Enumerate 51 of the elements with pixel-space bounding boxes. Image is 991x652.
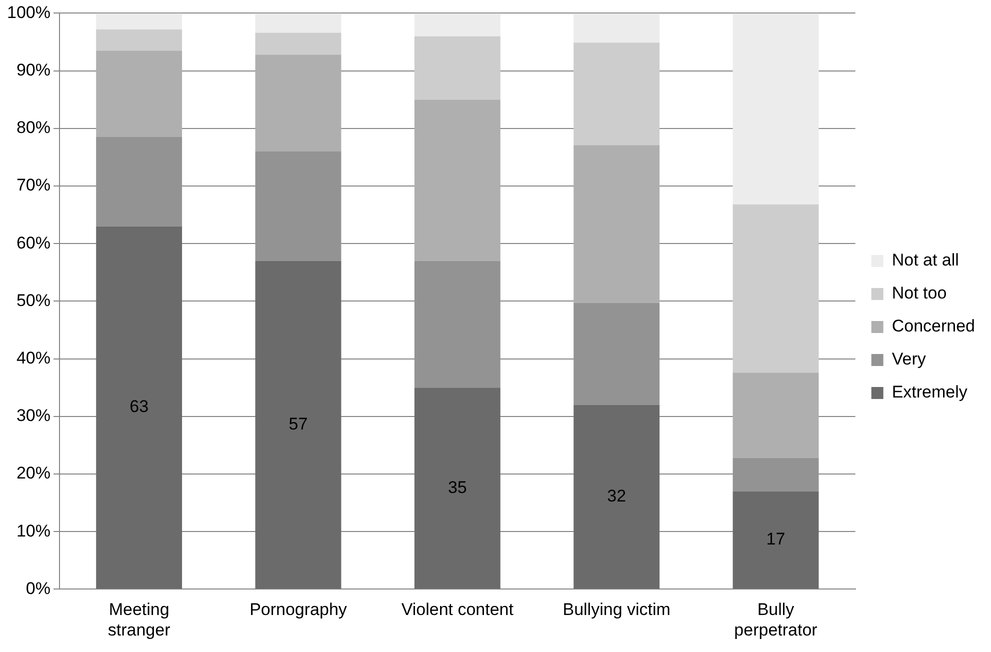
bar [732,491,819,589]
bar [96,137,182,226]
bar [96,29,182,51]
x-tick-label: Bully perpetrator [734,600,818,640]
legend-label: Very [892,350,926,369]
bar [255,260,342,589]
bar [732,204,819,373]
legend-label: Not too [892,284,947,303]
y-tick-label: 50% [16,290,50,310]
data-label: 63 [130,397,149,416]
bar [414,36,500,100]
legend-label: Concerned [892,316,976,336]
bar [574,13,660,43]
data-label: 32 [607,486,626,506]
y-tick-label: 70% [16,176,50,195]
bar [414,388,500,589]
y-tick-label: 0% [26,578,50,598]
bar [414,13,500,36]
data-label: 17 [766,530,786,549]
x-tick-label: Pornography [250,600,348,620]
x-tick-label: Bullying victim [562,600,670,620]
data-label: 35 [448,478,467,497]
bar [732,372,819,458]
y-tick-label: 100% [6,2,50,22]
bar [574,404,660,589]
data-label: 57 [288,414,308,434]
bar [414,260,500,388]
bar [255,32,342,55]
bar [414,100,500,261]
y-tick-label: 30% [16,406,50,426]
bar [574,145,660,303]
y-tick-label: 60% [16,233,50,252]
x-tick-label: Violent content [401,600,514,620]
bar [96,226,182,589]
x-tick-label: Meeting stranger [108,600,171,640]
y-tick-label: 90% [16,60,50,80]
bar [574,42,660,146]
bar [732,13,819,204]
bar [255,54,342,152]
bar [255,13,342,33]
bar [574,302,660,405]
legend-label: Not at all [892,250,959,270]
legend-label: Extremely [892,382,968,402]
y-tick-label: 40% [16,348,50,368]
bar [255,151,342,261]
bar [96,50,182,138]
y-tick-label: 10% [16,521,50,540]
y-tick-label: 20% [16,464,50,483]
bar [96,13,182,30]
y-tick-label: 80% [16,118,50,138]
bar [732,458,819,492]
